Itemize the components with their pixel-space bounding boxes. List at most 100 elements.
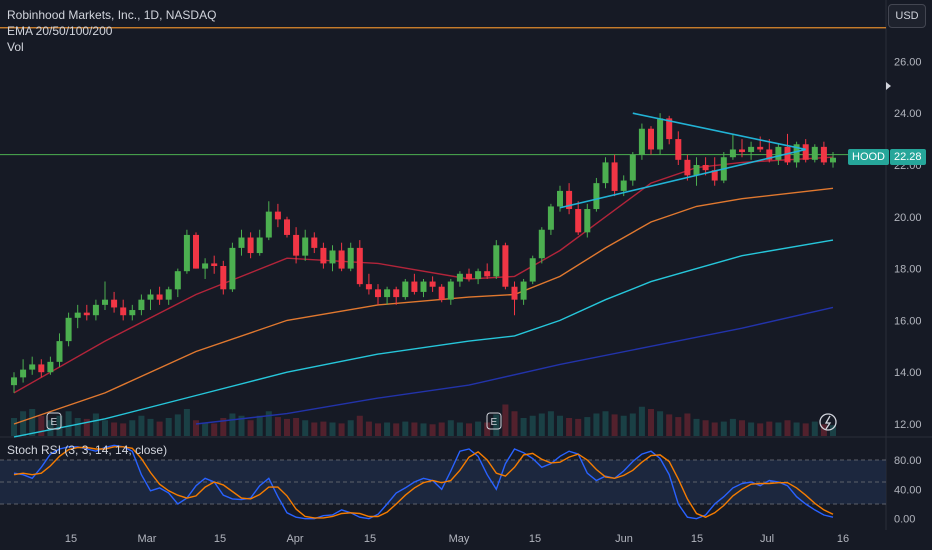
- candle-body: [320, 247, 327, 264]
- candle: [811, 144, 818, 163]
- volume-bar: [411, 422, 418, 436]
- candle: [365, 273, 372, 295]
- candle-body: [311, 237, 318, 248]
- candle: [657, 113, 664, 155]
- stoch-k-line: [13, 444, 834, 520]
- volume-bar: [174, 414, 181, 436]
- rsi-tick-label: 0.00: [894, 514, 915, 526]
- candle-body: [65, 317, 72, 342]
- candle-body: [365, 284, 372, 290]
- candle-body: [566, 190, 573, 210]
- candle-body: [193, 234, 199, 269]
- candle-body: [775, 146, 782, 160]
- volume-bar: [193, 420, 199, 436]
- rsi-tick-label: 80.00: [894, 455, 922, 467]
- candle-body: [447, 281, 454, 300]
- volume-bar: [711, 422, 718, 436]
- candle-body: [92, 304, 99, 316]
- candle: [593, 177, 600, 212]
- volume-bar: [420, 423, 427, 436]
- candle: [256, 229, 263, 256]
- ema-indicator-label[interactable]: EMA 20/50/100/200: [7, 24, 113, 38]
- volume-bar: [265, 411, 272, 436]
- candle: [220, 260, 227, 295]
- volume-bar: [830, 425, 836, 436]
- candle-body: [729, 149, 736, 158]
- volume-bar: [183, 409, 190, 436]
- candle: [493, 240, 500, 279]
- candle: [757, 136, 764, 153]
- candle: [183, 229, 190, 274]
- volume-bar: [120, 423, 127, 436]
- volume-bar: [247, 420, 254, 436]
- volume-bar: [165, 418, 172, 436]
- stoch-rsi-label[interactable]: Stoch RSI (3, 3, 14, 14, close): [7, 443, 168, 457]
- earnings-icon-glyph: E: [491, 417, 498, 428]
- candle: [202, 258, 209, 279]
- price-tick-label: 18.00: [894, 264, 922, 276]
- candle: [247, 232, 254, 259]
- volume-bar: [557, 415, 563, 436]
- candle-body: [584, 209, 591, 233]
- candle: [538, 227, 545, 264]
- candle: [384, 286, 391, 305]
- candle: [265, 201, 272, 241]
- candle-body: [830, 157, 836, 163]
- candle: [429, 276, 436, 292]
- candle: [311, 232, 318, 254]
- scroll-arrow-icon: [886, 82, 891, 90]
- candle: [648, 126, 654, 155]
- candle-body: [256, 237, 263, 254]
- volume-bar: [638, 406, 645, 436]
- volume-label[interactable]: Vol: [7, 40, 24, 54]
- candle: [411, 273, 418, 295]
- chart-title[interactable]: Robinhood Markets, Inc., 1D, NASDAQ: [7, 8, 217, 22]
- candle-body: [402, 281, 409, 298]
- candle: [293, 227, 300, 264]
- candle: [393, 286, 400, 305]
- time-tick-label: Mar: [138, 533, 157, 545]
- volume-bar: [320, 421, 327, 436]
- candle-body: [739, 149, 745, 153]
- volume-bar: [675, 417, 682, 436]
- candle: [347, 242, 354, 272]
- candle-body: [575, 209, 582, 233]
- volume-bar: [356, 415, 363, 436]
- candle-body: [293, 234, 300, 256]
- volume-bar: [20, 411, 27, 436]
- volume-bar: [620, 415, 627, 436]
- volume-bar: [520, 418, 527, 436]
- candle-body: [693, 165, 700, 176]
- volume-bar: [575, 418, 582, 436]
- rsi-tick-label: 40.00: [894, 484, 922, 496]
- volume-bar: [102, 420, 108, 436]
- candle: [111, 291, 118, 313]
- time-tick-label: 15: [529, 533, 541, 545]
- volume-bar: [593, 413, 600, 436]
- volume-bar: [56, 415, 63, 436]
- volume-bar: [493, 414, 500, 436]
- candle: [165, 286, 172, 305]
- candle-body: [493, 245, 500, 277]
- volume-bar: [511, 411, 518, 436]
- currency-button[interactable]: USD: [888, 4, 926, 28]
- volume-bar: [220, 418, 227, 436]
- volume-bar: [338, 423, 345, 436]
- volume-bar: [402, 421, 409, 436]
- volume-bar: [138, 415, 145, 436]
- candle: [402, 278, 409, 300]
- candle-body: [538, 229, 545, 259]
- time-tick-label: Apr: [286, 533, 303, 545]
- stoch-d-line: [13, 446, 834, 519]
- candle: [575, 201, 582, 235]
- candle: [602, 157, 609, 189]
- candle-body: [211, 263, 218, 267]
- candle: [693, 157, 700, 186]
- volume-bar: [547, 411, 554, 436]
- candle: [38, 359, 45, 378]
- candle-body: [711, 170, 718, 181]
- volume-bar: [475, 421, 482, 436]
- candle: [739, 139, 745, 158]
